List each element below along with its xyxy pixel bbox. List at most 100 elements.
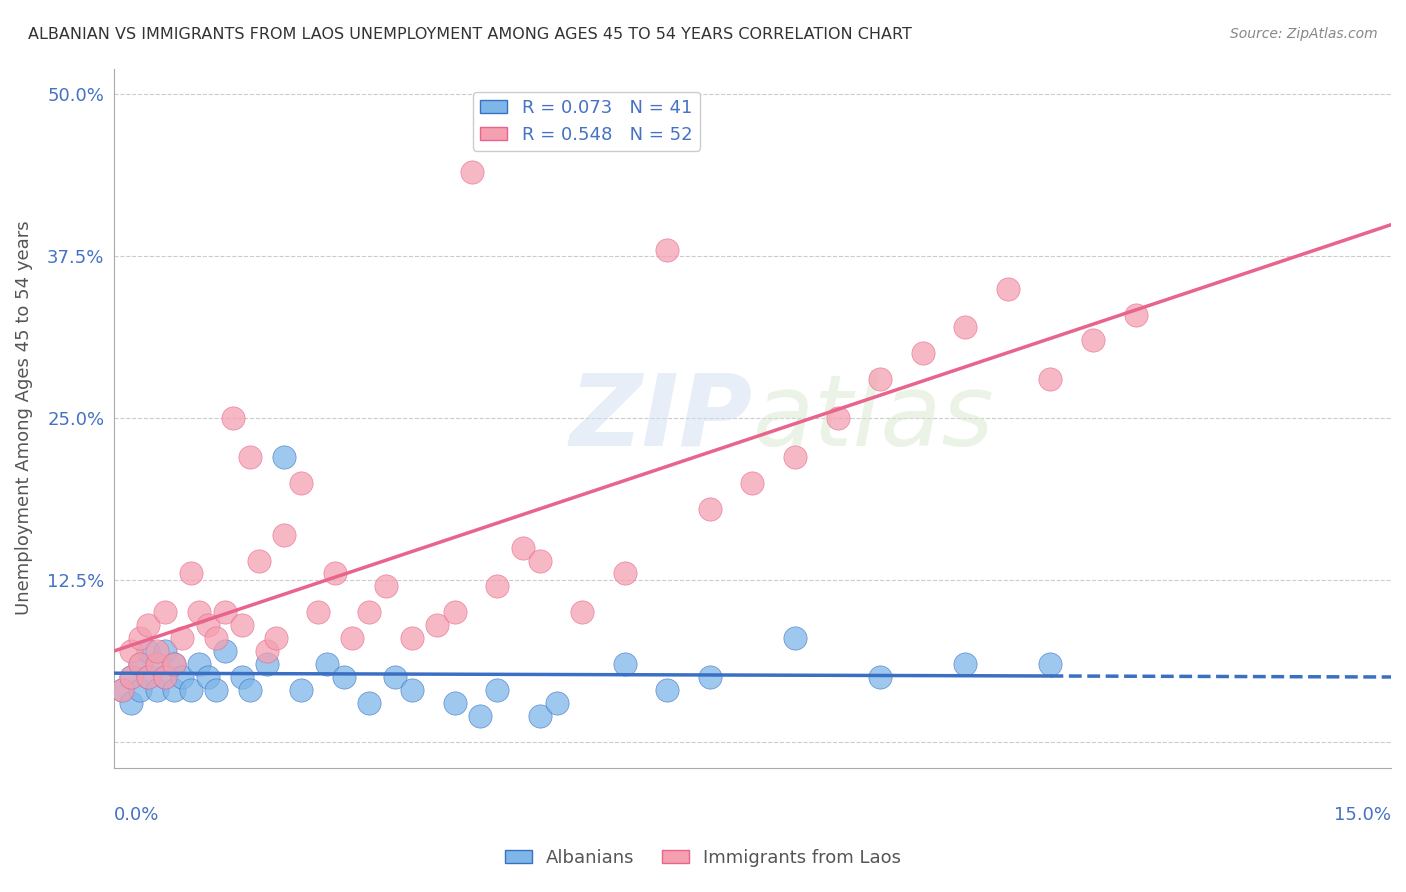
Point [256, 657, 278, 672]
Point [120, 670, 142, 684]
Point [384, 670, 406, 684]
Point [783, 631, 806, 645]
Point [613, 566, 636, 581]
Point [172, 631, 194, 645]
Point [205, 683, 228, 698]
Point [443, 605, 465, 619]
Point [188, 605, 211, 619]
Point [512, 541, 534, 555]
Point [955, 657, 977, 672]
Point [307, 605, 329, 619]
Point [214, 644, 236, 658]
Point [111, 683, 134, 698]
Point [315, 657, 337, 672]
Point [325, 566, 347, 581]
Point [120, 696, 142, 710]
Point [231, 618, 253, 632]
Point [273, 527, 295, 541]
Point [827, 411, 849, 425]
Point [162, 657, 184, 672]
Point [136, 618, 159, 632]
Point [571, 605, 593, 619]
Point [290, 683, 312, 698]
Point [153, 605, 176, 619]
Point [162, 683, 184, 698]
Point [214, 605, 236, 619]
Point [205, 631, 228, 645]
Point [264, 631, 287, 645]
Text: 0.0%: 0.0% [114, 806, 159, 824]
Point [239, 683, 262, 698]
Point [869, 372, 891, 386]
Point [231, 670, 253, 684]
Point [222, 411, 245, 425]
Point [1039, 657, 1062, 672]
Point [460, 165, 482, 179]
Point [426, 618, 449, 632]
Point [1125, 308, 1147, 322]
Point [699, 670, 721, 684]
Point [783, 450, 806, 464]
Point [145, 644, 167, 658]
Point [145, 657, 167, 672]
Point [136, 670, 159, 684]
Text: ZIP: ZIP [569, 369, 752, 467]
Point [359, 605, 381, 619]
Point [657, 243, 679, 257]
Point [153, 670, 176, 684]
Point [128, 683, 150, 698]
Point [290, 475, 312, 490]
Point [197, 670, 219, 684]
Point [128, 657, 150, 672]
Point [375, 579, 398, 593]
Point [342, 631, 364, 645]
Point [273, 450, 295, 464]
Y-axis label: Unemployment Among Ages 45 to 54 years: Unemployment Among Ages 45 to 54 years [15, 221, 32, 615]
Point [911, 346, 934, 360]
Point [136, 670, 159, 684]
Point [741, 475, 763, 490]
Point [333, 670, 356, 684]
Point [997, 282, 1019, 296]
Point [699, 501, 721, 516]
Point [136, 644, 159, 658]
Point [180, 683, 202, 698]
Point [256, 644, 278, 658]
Point [153, 644, 176, 658]
Point [145, 683, 167, 698]
Point [529, 709, 551, 723]
Text: 15.0%: 15.0% [1334, 806, 1391, 824]
Point [443, 696, 465, 710]
Text: atlas: atlas [752, 369, 994, 467]
Point [128, 631, 150, 645]
Point [188, 657, 211, 672]
Point [153, 670, 176, 684]
Legend: R = 0.073   N = 41, R = 0.548   N = 52: R = 0.073 N = 41, R = 0.548 N = 52 [474, 92, 700, 151]
Point [128, 657, 150, 672]
Point [120, 670, 142, 684]
Point [486, 579, 509, 593]
Legend: Albanians, Immigrants from Laos: Albanians, Immigrants from Laos [498, 842, 908, 874]
Point [247, 553, 270, 567]
Point [613, 657, 636, 672]
Text: ALBANIAN VS IMMIGRANTS FROM LAOS UNEMPLOYMENT AMONG AGES 45 TO 54 YEARS CORRELAT: ALBANIAN VS IMMIGRANTS FROM LAOS UNEMPLO… [28, 27, 912, 42]
Point [197, 618, 219, 632]
Point [401, 631, 423, 645]
Point [172, 670, 194, 684]
Point [359, 696, 381, 710]
Point [468, 709, 491, 723]
Point [869, 670, 891, 684]
Point [180, 566, 202, 581]
Point [401, 683, 423, 698]
Text: Source: ZipAtlas.com: Source: ZipAtlas.com [1230, 27, 1378, 41]
Point [486, 683, 509, 698]
Point [657, 683, 679, 698]
Point [1039, 372, 1062, 386]
Point [162, 657, 184, 672]
Point [239, 450, 262, 464]
Point [546, 696, 568, 710]
Point [145, 657, 167, 672]
Point [529, 553, 551, 567]
Point [955, 320, 977, 334]
Point [1081, 334, 1104, 348]
